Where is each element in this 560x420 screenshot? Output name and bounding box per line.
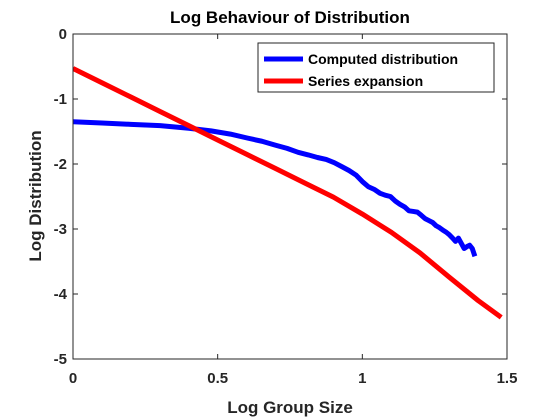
y-tick-label: -4 bbox=[54, 286, 68, 303]
legend: Computed distribution Series expansion bbox=[257, 42, 495, 93]
x-tick-label: 1.5 bbox=[497, 370, 518, 387]
series-line-series-expansion bbox=[73, 66, 503, 320]
y-axis-label: Log Distribution bbox=[26, 130, 45, 261]
legend-label-series-expansion: Series expansion bbox=[308, 73, 423, 89]
y-tick-label: -1 bbox=[54, 91, 67, 108]
x-tick-label: 0.5 bbox=[207, 370, 228, 387]
axes-box bbox=[72, 33, 508, 360]
series-line-computed-distribution bbox=[73, 119, 478, 258]
legend-label-computed-distribution: Computed distribution bbox=[308, 51, 458, 67]
chart-title: Log Behaviour of Distribution bbox=[170, 8, 410, 27]
y-tick-label: -3 bbox=[54, 221, 67, 238]
x-tick-label: 0 bbox=[69, 370, 77, 387]
y-axis-ticks: 0 -1 -2 -3 -4 -5 bbox=[54, 26, 507, 368]
x-axis-label: Log Group Size bbox=[227, 398, 353, 417]
y-tick-label: -2 bbox=[54, 156, 67, 173]
series-group bbox=[73, 66, 503, 320]
x-tick-label: 1 bbox=[358, 370, 366, 387]
y-tick-label: 0 bbox=[59, 26, 67, 43]
y-tick-label: -5 bbox=[54, 351, 67, 368]
legend-box bbox=[257, 42, 495, 93]
